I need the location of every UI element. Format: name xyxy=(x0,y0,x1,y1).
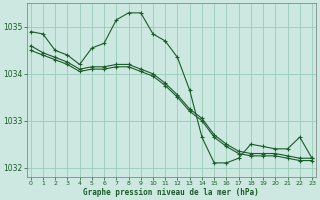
X-axis label: Graphe pression niveau de la mer (hPa): Graphe pression niveau de la mer (hPa) xyxy=(84,188,259,197)
